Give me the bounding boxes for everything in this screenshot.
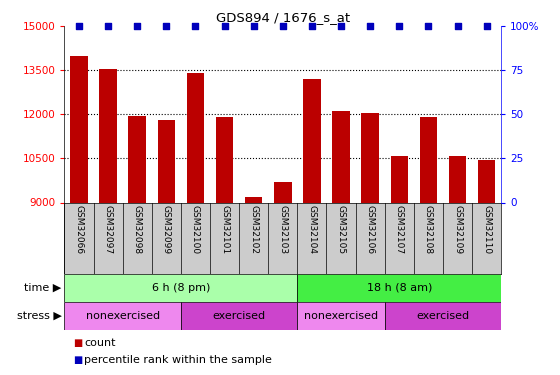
Text: GSM32101: GSM32101: [220, 205, 229, 254]
Text: GSM32100: GSM32100: [191, 205, 200, 254]
Text: exercised: exercised: [213, 311, 265, 321]
Point: [74, 23, 83, 29]
Text: GSM32109: GSM32109: [453, 205, 462, 254]
Point: [337, 23, 346, 29]
Bar: [297, 302, 385, 330]
Bar: [186, 73, 204, 202]
Bar: [64, 302, 181, 330]
Text: count: count: [84, 338, 115, 348]
Point: [191, 23, 200, 29]
Point: [133, 23, 142, 29]
Text: GSM32066: GSM32066: [74, 205, 83, 254]
Text: GSM32106: GSM32106: [366, 205, 375, 254]
Bar: [70, 56, 88, 202]
Point: [424, 23, 433, 29]
Text: GSM32098: GSM32098: [133, 205, 142, 254]
Bar: [64, 274, 297, 302]
Bar: [478, 160, 496, 202]
Bar: [274, 182, 292, 203]
Point: [307, 23, 316, 29]
Text: GSM32103: GSM32103: [278, 205, 287, 254]
Text: GSM32102: GSM32102: [249, 205, 258, 254]
Bar: [332, 111, 350, 202]
Bar: [303, 79, 321, 203]
Text: ■: ■: [73, 338, 82, 348]
Text: nonexercised: nonexercised: [304, 311, 378, 321]
Text: 18 h (8 am): 18 h (8 am): [367, 283, 432, 293]
Text: GSM32110: GSM32110: [482, 205, 491, 254]
Text: ■: ■: [73, 355, 82, 365]
Bar: [390, 156, 408, 203]
Text: nonexercised: nonexercised: [86, 311, 160, 321]
Point: [278, 23, 287, 29]
Bar: [157, 120, 175, 202]
Bar: [449, 156, 466, 203]
Bar: [216, 117, 234, 202]
Point: [162, 23, 171, 29]
Point: [249, 23, 258, 29]
Bar: [361, 113, 379, 202]
Text: GSM32107: GSM32107: [395, 205, 404, 254]
Text: time ▶: time ▶: [24, 283, 62, 293]
Text: 6 h (8 pm): 6 h (8 pm): [152, 283, 210, 293]
Point: [395, 23, 404, 29]
Bar: [99, 69, 117, 203]
Point: [220, 23, 229, 29]
Bar: [385, 302, 501, 330]
Point: [366, 23, 375, 29]
Text: stress ▶: stress ▶: [17, 311, 62, 321]
Text: GSM32108: GSM32108: [424, 205, 433, 254]
Point: [453, 23, 462, 29]
Bar: [128, 116, 146, 202]
Bar: [297, 274, 501, 302]
Text: GSM32105: GSM32105: [337, 205, 346, 254]
Bar: [181, 302, 297, 330]
Text: GSM32104: GSM32104: [307, 205, 316, 254]
Text: percentile rank within the sample: percentile rank within the sample: [84, 355, 272, 365]
Title: GDS894 / 1676_s_at: GDS894 / 1676_s_at: [216, 11, 350, 24]
Point: [104, 23, 113, 29]
Text: GSM32097: GSM32097: [104, 205, 113, 254]
Text: GSM32099: GSM32099: [162, 205, 171, 254]
Bar: [419, 117, 437, 202]
Text: exercised: exercised: [417, 311, 469, 321]
Bar: [245, 196, 263, 202]
Point: [482, 23, 491, 29]
